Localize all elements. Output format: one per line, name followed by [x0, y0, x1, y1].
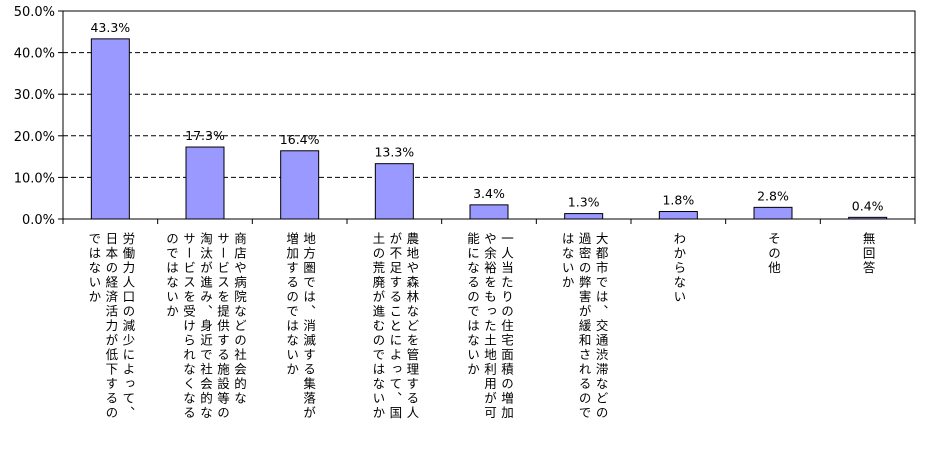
x-tick-label-line: サービスを提供する施設等の	[215, 232, 230, 421]
x-tick-label-line: 無回答	[860, 232, 876, 276]
bar	[848, 216, 888, 220]
x-tick-label-line: はないか	[559, 232, 575, 290]
data-label: 1.8%	[662, 193, 694, 208]
data-label: 17.3%	[185, 128, 225, 143]
x-tick-label: 商店や病院などの社会的な サービスを提供する施設等の 淘汰が進み、身近で社会的な サー…	[164, 232, 247, 454]
y-tick-label: 40.0%	[14, 47, 55, 62]
bar	[469, 204, 509, 220]
x-tick-label-line: 日本の経済活力が低下するの	[103, 232, 119, 421]
x-tick-label-line: 淘汰が進み、身近で社会的な	[198, 232, 213, 421]
x-tick-label-line: 農地や森林などを管理する人	[404, 232, 420, 421]
x-tick-label-line: サービスを受けられなくなる	[181, 232, 196, 421]
data-label: 0.4%	[852, 198, 884, 213]
bar	[564, 213, 604, 220]
x-tick-label: 無回答	[860, 232, 876, 454]
x-tick-label-line: 土の荒廃が進むのではないか	[370, 232, 386, 421]
x-tick-label-line: 過密の弊害が緩和されるので	[576, 232, 592, 421]
x-tick-label: 大都市では、交通渋滞などの 過密の弊害が緩和されるので はないか	[559, 232, 609, 454]
x-tick-label-line: 一人当たりの住宅面積の増加	[499, 232, 514, 421]
x-tick-label-line: 労働力人口の減少によって、	[120, 232, 136, 421]
data-label: 16.4%	[280, 132, 320, 147]
x-tick-label-line: や余裕をもった土地利用が可	[482, 232, 497, 421]
bar	[280, 150, 320, 220]
x-tick-label-line: のではないか	[164, 232, 179, 319]
data-label: 1.3%	[568, 195, 600, 210]
x-tick-label: 農地や森林などを管理する人 が不足することによって、国 土の荒廃が進むのではないか	[370, 232, 420, 454]
y-tick-label: 50.0%	[14, 5, 55, 20]
bar	[753, 206, 793, 220]
x-tick-label-line: ではないか	[86, 232, 102, 305]
bar	[658, 211, 698, 220]
x-tick-label-line: わからない	[671, 232, 687, 305]
x-tick-label: わからない	[671, 232, 687, 454]
data-label: 43.3%	[90, 20, 130, 35]
x-tick-label-line: その他	[766, 232, 781, 276]
x-tick-label: 労働力人口の減少によって、 日本の経済活力が低下するの ではないか	[86, 232, 136, 454]
x-tick-label: 地方圏では、消滅する集落が 増加するのではないか	[284, 232, 317, 454]
x-tick-label-line: 大都市では、交通渋滞などの	[593, 232, 609, 421]
bar	[90, 38, 130, 220]
x-tick-label-line: 増加するのではないか	[284, 232, 300, 377]
bar	[185, 146, 225, 220]
x-tick-label: その他	[766, 232, 781, 454]
data-label: 13.3%	[374, 145, 414, 160]
y-tick-label: 30.0%	[14, 88, 55, 103]
bar	[374, 163, 414, 220]
data-label: 3.4%	[473, 186, 505, 201]
x-tick-label: 一人当たりの住宅面積の増加 や余裕をもった土地利用が可 能になるのではないか	[465, 232, 514, 454]
data-label: 2.8%	[757, 188, 789, 203]
x-tick-label-line: 地方圏では、消滅する集落が	[301, 232, 317, 421]
x-tick-label-line: が不足することによって、国	[387, 232, 403, 421]
x-tick-label-line: 商店や病院などの社会的な	[232, 232, 247, 406]
y-tick-label: 10.0%	[14, 171, 55, 186]
y-tick-label: 20.0%	[14, 130, 55, 145]
y-tick-label: 0.0%	[22, 213, 55, 228]
x-tick-label-line: 能になるのではないか	[465, 232, 480, 377]
